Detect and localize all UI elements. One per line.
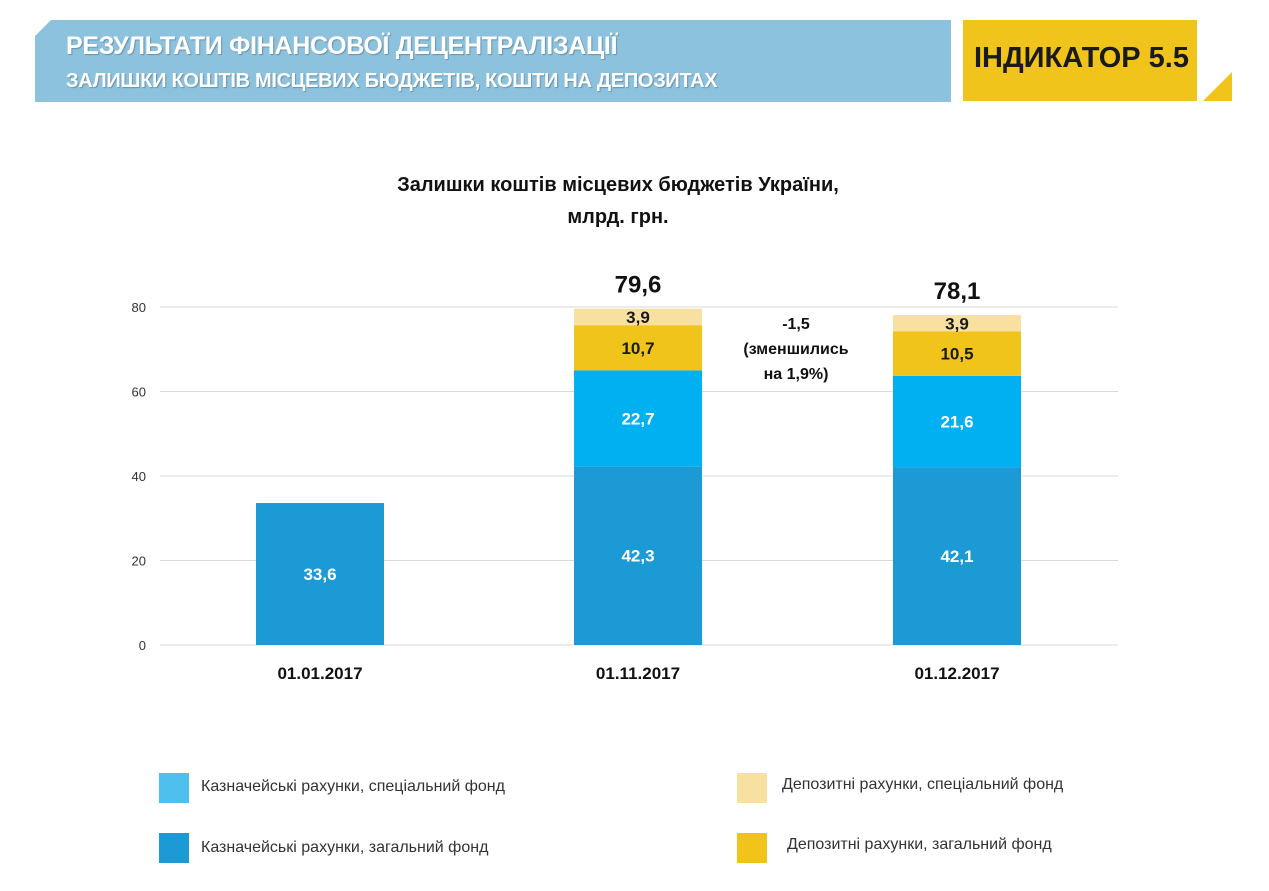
annotation-change-percent: на 1,9%) <box>764 366 829 383</box>
legend-label: Депозитні рахунки, спеціальний фонд <box>782 776 1064 793</box>
y-tick-label: 0 <box>139 638 146 653</box>
indicator-label: ІНДИКАТОР 5.5 <box>974 42 1189 74</box>
annotation-change-value: -1,5 <box>782 316 810 333</box>
legend-swatch <box>737 833 767 863</box>
indicator-badge <box>963 20 1197 101</box>
data-label: 10,7 <box>621 339 654 358</box>
bar-segment-deposit_general <box>574 325 702 371</box>
data-label: 3,9 <box>626 308 650 327</box>
legend-swatch <box>159 773 189 803</box>
x-tick-label: 01.12.2017 <box>914 664 999 683</box>
bar-segment-treasury_general <box>893 467 1021 645</box>
legend-swatch <box>159 833 189 863</box>
legend-label: Казначейські рахунки, загальний фонд <box>201 839 489 856</box>
data-label: 33,6 <box>303 565 336 584</box>
bar-segment-treasury_special <box>893 375 1021 468</box>
header-corner-fold <box>35 20 51 36</box>
indicator-corner-fold <box>1203 72 1232 101</box>
total-label: 79,6 <box>615 272 662 299</box>
data-label: 22,7 <box>621 409 654 428</box>
data-label: 42,3 <box>621 547 654 566</box>
y-tick-label: 40 <box>132 469 146 484</box>
y-tick-label: 60 <box>132 385 146 400</box>
bar-segment-deposit_special <box>893 315 1021 332</box>
chart-title: Залишки коштів місцевих бюджетів України… <box>397 174 839 196</box>
data-label: 3,9 <box>945 314 969 333</box>
page-subtitle: ЗАЛИШКИ КОШТІВ МІСЦЕВИХ БЮДЖЕТІВ, КОШТИ … <box>66 70 718 92</box>
header-banner <box>35 20 951 102</box>
bar-segment-treasury_general <box>574 466 702 645</box>
page-title: РЕЗУЛЬТАТИ ФІНАНСОВОЇ ДЕЦЕНТРАЛІЗАЦІЇ <box>66 32 618 60</box>
y-axis: 0 20 40 60 80 <box>132 300 146 653</box>
y-tick-label: 80 <box>132 300 146 315</box>
data-label: 21,6 <box>940 412 973 431</box>
chart-bars: 33,6 42,3 22,7 10,7 3,9 79,6 42,1 21,6 10,5 3,9 78… <box>256 272 1021 645</box>
legend-label: Казначейські рахунки, спеціальний фонд <box>201 778 505 795</box>
annotation-change-text: (зменшились <box>743 341 848 358</box>
total-label: 78,1 <box>934 278 981 305</box>
x-axis: 01.01.2017 01.11.2017 01.12.2017 <box>277 664 999 683</box>
legend-swatch <box>737 773 767 803</box>
x-tick-label: 01.11.2017 <box>596 664 680 683</box>
bar-segment-treasury_general <box>256 503 384 645</box>
y-tick-label: 20 <box>132 554 146 569</box>
bar-segment-deposit_special <box>574 308 702 326</box>
bar-segment-treasury_special <box>574 370 702 467</box>
data-label: 42,1 <box>940 547 973 566</box>
data-label: 10,5 <box>940 345 973 364</box>
bar-segment-deposit_general <box>893 331 1021 376</box>
change-annotation: -1,5 (зменшились на 1,9%) <box>743 316 848 383</box>
x-tick-label: 01.01.2017 <box>277 664 362 683</box>
chart-title-units: млрд. грн. <box>567 206 668 228</box>
legend-label: Депозитні рахунки, загальний фонд <box>787 836 1052 853</box>
